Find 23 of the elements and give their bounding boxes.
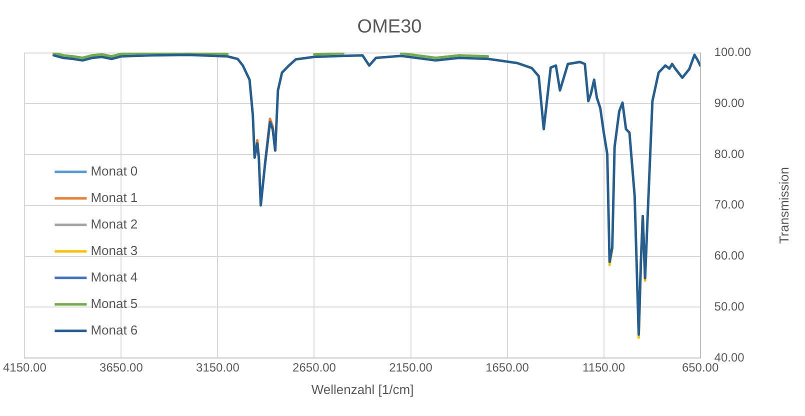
x-tick-label: 2650.00 — [292, 360, 336, 375]
y-tick-label: 50.00 — [714, 299, 745, 314]
chart-title: OME30 — [357, 16, 422, 38]
x-tick-label: 1150.00 — [582, 360, 626, 375]
x-tick-label: 2150.00 — [389, 360, 433, 375]
legend-label: Monat 2 — [90, 216, 138, 232]
legend-label: Monat 3 — [90, 242, 138, 258]
y-axis-title: Transmission — [776, 166, 792, 244]
x-tick-label: 1650.00 — [486, 360, 530, 375]
y-tick-label: 70.00 — [714, 198, 745, 212]
y-tick-label: 80.00 — [714, 146, 745, 161]
legend-label: Monat 0 — [90, 163, 138, 178]
legend-label: Monat 4 — [90, 269, 138, 284]
legend-label: Monat 5 — [90, 296, 138, 311]
y-tick-label: 100.00 — [714, 45, 752, 60]
legend-label: Monat 6 — [90, 322, 138, 338]
y-tick-label: 90.00 — [714, 96, 745, 110]
x-axis-title: Wellenzahl [1/cm] — [311, 382, 414, 397]
x-tick-label: 3150.00 — [196, 360, 240, 375]
x-tick-label: 3650.00 — [100, 360, 144, 375]
y-tick-label: 60.00 — [714, 248, 745, 263]
legend-label: Monat 1 — [90, 190, 138, 205]
x-tick-label: 4150.00 — [2, 360, 47, 375]
